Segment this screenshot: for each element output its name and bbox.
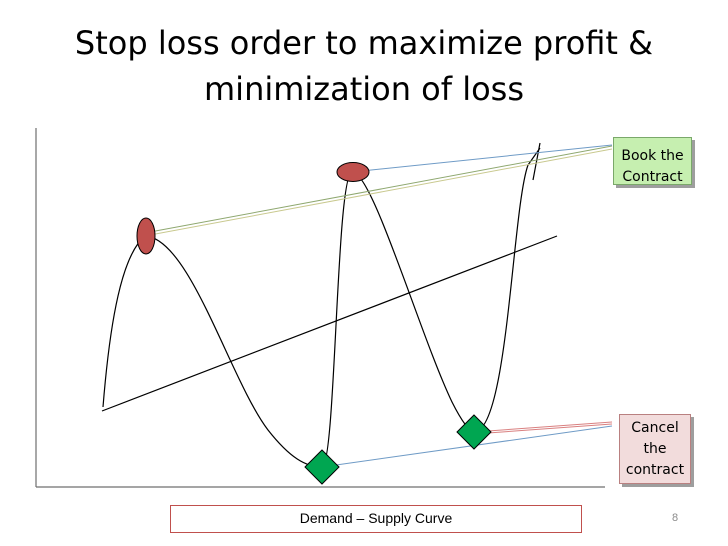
peak-marker-1 (136, 217, 156, 255)
cancel-callout-line-3: contract (625, 462, 685, 478)
trend-line (101, 235, 558, 412)
book-connector-upper (149, 145, 613, 233)
trough-marker-2 (456, 414, 492, 450)
cancel-connector-lower (321, 425, 613, 468)
cancel-callout-line-1: Cancel (631, 420, 679, 436)
trough-marker-1 (304, 449, 340, 485)
book-connector-top (351, 144, 613, 173)
curve-tail-tick (532, 142, 541, 181)
slide-title-line-2: minimization of loss (204, 70, 524, 108)
book-connector-lower (149, 148, 613, 236)
cancel-connector-upper (473, 421, 613, 433)
slide-title: Stop loss order to maximize profit & min… (40, 20, 688, 112)
diagram-caption: Demand – Supply Curve (170, 505, 582, 533)
cancel-connector-upper-2 (473, 423, 613, 435)
slide-title-line-1: Stop loss order to maximize profit & (74, 24, 654, 62)
book-contract-callout: Book the Contract (613, 137, 692, 185)
cancel-callout-line-2: the (643, 441, 667, 457)
peak-marker-2 (336, 162, 370, 182)
book-callout-line-2: Contract (622, 169, 683, 185)
book-callout-line-1: Book the (621, 148, 684, 164)
page-number: 8 (672, 512, 679, 524)
cancel-contract-callout: Cancel the contract (619, 414, 691, 484)
